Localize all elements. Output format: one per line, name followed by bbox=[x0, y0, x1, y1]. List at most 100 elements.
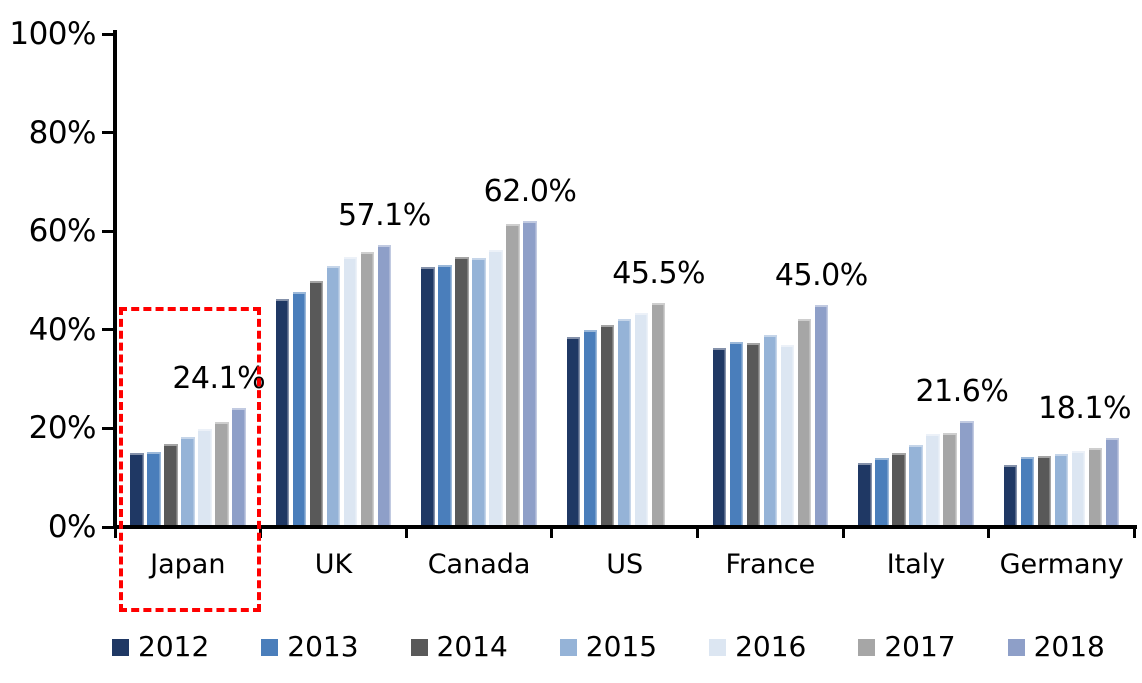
bar bbox=[147, 451, 161, 527]
bar bbox=[1105, 437, 1120, 527]
bar bbox=[377, 245, 392, 527]
y-axis-label: 0% bbox=[47, 509, 97, 545]
bar bbox=[943, 432, 957, 527]
bar bbox=[1037, 456, 1052, 527]
bar bbox=[909, 444, 923, 527]
bar bbox=[438, 264, 452, 527]
legend-label: 2018 bbox=[1033, 630, 1105, 663]
bar bbox=[523, 221, 537, 527]
bar bbox=[875, 458, 889, 527]
legend-label: 2017 bbox=[884, 630, 956, 663]
legend-swatch bbox=[261, 638, 279, 656]
bar bbox=[1003, 465, 1018, 527]
bar bbox=[583, 330, 598, 527]
legend-swatch bbox=[858, 638, 876, 656]
legend-item-2014: 2014 bbox=[410, 629, 508, 665]
x-axis-tick bbox=[404, 527, 408, 538]
category-label: UK bbox=[314, 549, 353, 580]
category-label: Germany bbox=[999, 549, 1124, 580]
x-axis-line bbox=[113, 524, 1137, 529]
bar bbox=[814, 305, 829, 527]
bar bbox=[1071, 450, 1086, 527]
value-label: 45.0% bbox=[774, 258, 868, 294]
bar bbox=[455, 257, 469, 527]
bar bbox=[960, 420, 974, 527]
bar bbox=[292, 292, 307, 527]
x-axis-tick bbox=[1133, 527, 1136, 538]
bar bbox=[1088, 448, 1103, 527]
bar bbox=[326, 265, 341, 527]
x-axis-tick bbox=[113, 527, 117, 538]
x-axis-tick bbox=[696, 527, 700, 538]
bar bbox=[763, 334, 778, 527]
legend-item-2012: 2012 bbox=[112, 629, 209, 665]
legend-label: 2014 bbox=[436, 630, 508, 663]
y-axis-tick bbox=[102, 525, 115, 529]
bar bbox=[275, 299, 290, 527]
legend-item-2018: 2018 bbox=[1007, 629, 1105, 665]
y-axis-label: 100% bbox=[9, 16, 96, 52]
bar bbox=[472, 258, 486, 527]
bar bbox=[712, 347, 727, 527]
legend-swatch bbox=[410, 638, 428, 656]
bar bbox=[1020, 456, 1035, 527]
bar bbox=[600, 324, 615, 527]
category-label: Italy bbox=[886, 549, 946, 580]
legend-swatch bbox=[1007, 638, 1025, 656]
y-axis-tick bbox=[102, 328, 115, 332]
y-axis-tick bbox=[102, 426, 115, 430]
bar bbox=[566, 337, 581, 527]
y-axis-label: 40% bbox=[28, 311, 97, 348]
bar bbox=[232, 408, 246, 527]
bar bbox=[797, 318, 812, 527]
bar bbox=[617, 319, 632, 527]
bar bbox=[309, 281, 324, 527]
value-label: 21.6% bbox=[915, 373, 1009, 409]
bar bbox=[746, 342, 761, 527]
y-axis-label: 60% bbox=[28, 213, 97, 250]
x-axis-tick bbox=[841, 527, 845, 538]
category-label: US bbox=[606, 549, 644, 580]
legend-swatch bbox=[559, 638, 577, 656]
chart-legend: 2012 2013 2014 2015 2016 2017 2018 bbox=[112, 629, 1105, 665]
bar bbox=[892, 453, 906, 527]
bar bbox=[164, 443, 178, 527]
y-axis-tick bbox=[102, 32, 115, 36]
bar bbox=[181, 437, 195, 527]
value-label: 57.1% bbox=[337, 198, 431, 234]
y-axis-tick bbox=[102, 229, 115, 233]
value-label: 24.1% bbox=[172, 361, 266, 397]
legend-item-2015: 2015 bbox=[559, 629, 658, 665]
bar bbox=[130, 452, 144, 527]
legend-swatch bbox=[112, 638, 129, 656]
legend-label: 2012 bbox=[138, 630, 210, 663]
y-axis-label: 80% bbox=[28, 114, 97, 151]
legend-label: 2015 bbox=[585, 630, 658, 663]
bar bbox=[198, 428, 212, 527]
bar bbox=[215, 421, 229, 527]
x-axis-tick bbox=[550, 527, 554, 538]
y-axis-line bbox=[113, 30, 117, 529]
bar bbox=[729, 342, 744, 527]
value-label: 18.1% bbox=[1038, 390, 1131, 426]
value-label: 62.0% bbox=[483, 174, 577, 210]
x-axis-tick bbox=[259, 527, 263, 538]
bar bbox=[506, 223, 520, 527]
legend-swatch bbox=[709, 638, 727, 656]
y-axis-label: 20% bbox=[28, 410, 97, 447]
bar bbox=[651, 302, 666, 527]
bar bbox=[926, 434, 940, 527]
legend-label: 2013 bbox=[287, 630, 359, 663]
bar bbox=[489, 250, 503, 527]
category-label: Japan bbox=[150, 549, 226, 580]
category-label: France bbox=[725, 549, 816, 580]
bar bbox=[360, 252, 375, 527]
bar bbox=[1054, 453, 1069, 527]
x-axis-tick bbox=[987, 527, 991, 538]
y-axis-tick bbox=[102, 131, 115, 135]
legend-item-2016: 2016 bbox=[709, 629, 806, 665]
bar bbox=[343, 257, 358, 527]
legend-item-2017: 2017 bbox=[858, 629, 956, 665]
bar bbox=[634, 313, 649, 527]
